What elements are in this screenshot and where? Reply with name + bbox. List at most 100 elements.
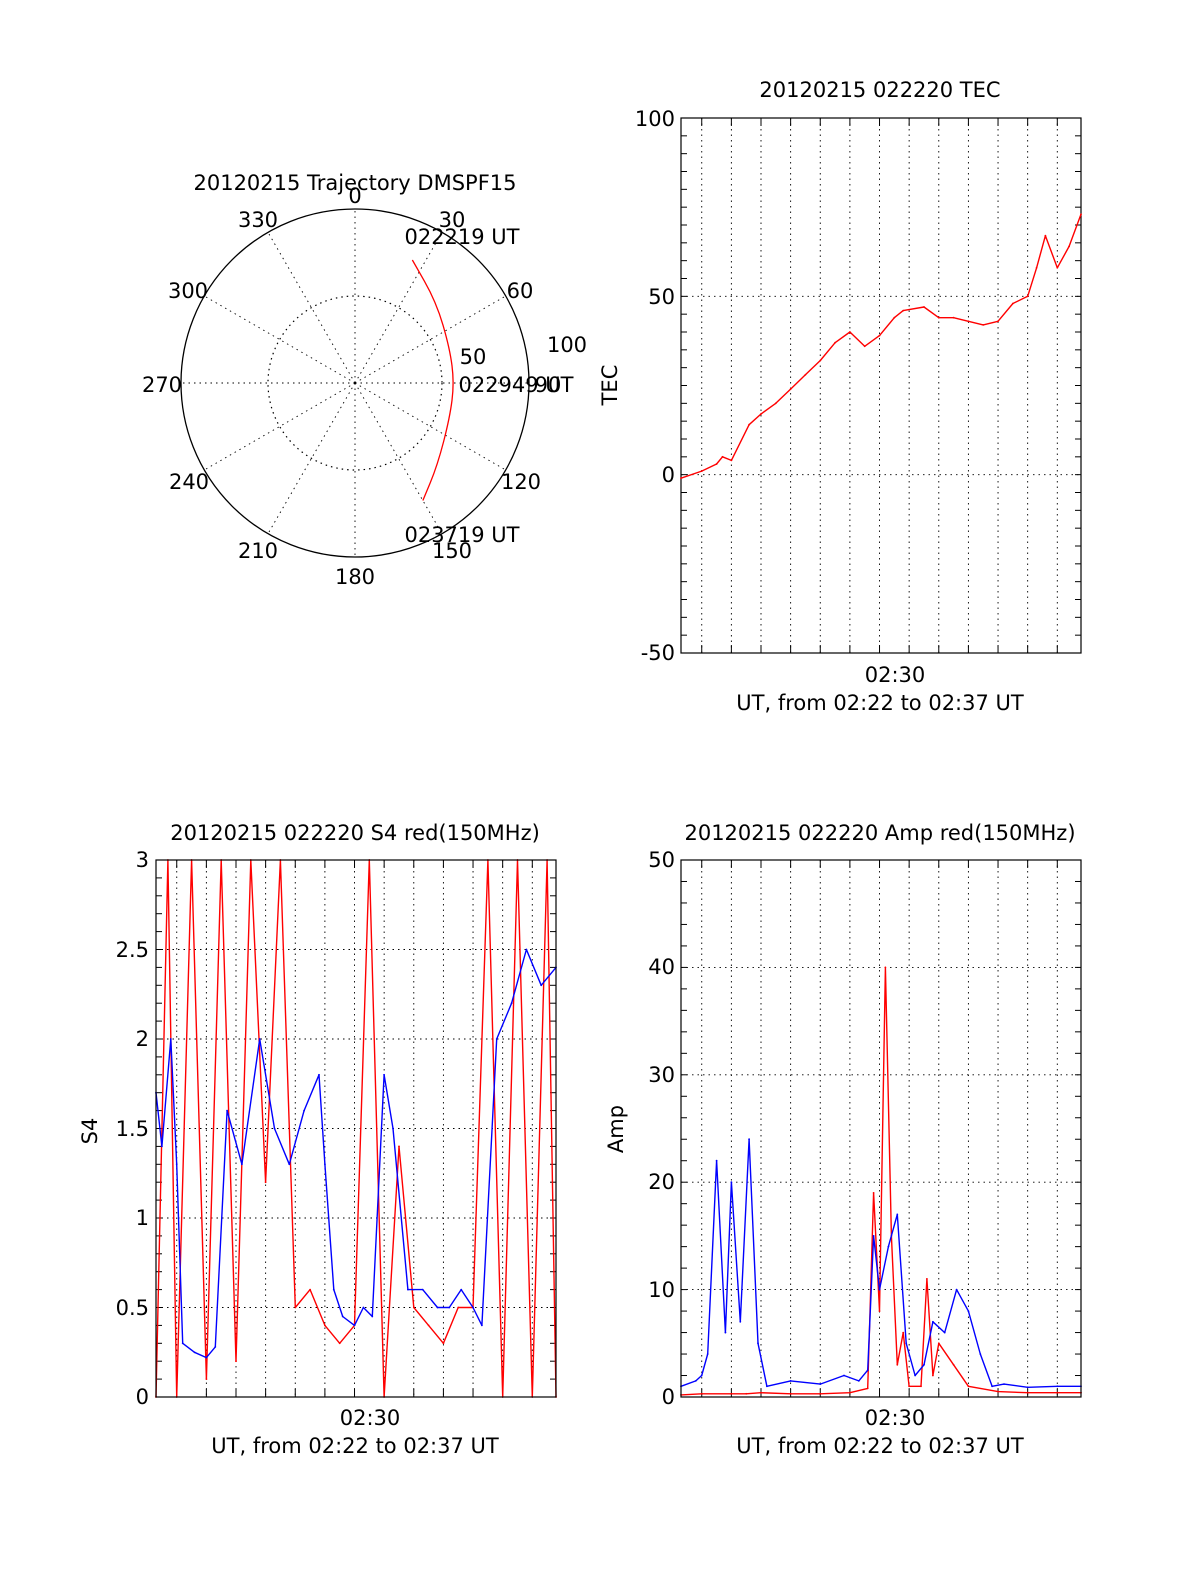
amp-series-red-point-4 — [760, 1391, 762, 1394]
s4-series-blue-point-5 — [193, 1351, 196, 1354]
s4-series-red-point-10 — [294, 1306, 297, 1309]
amp-series-red-point-15 — [908, 1385, 910, 1388]
tec-series-red-point-18 — [937, 316, 940, 319]
polar-spoke-300 — [204, 295, 356, 384]
amp-ytick-0: 0 — [662, 1385, 675, 1409]
amp-series-red-point-7 — [849, 1391, 851, 1394]
amp-series-blue-point-25 — [955, 1288, 958, 1291]
tec-series-red-point-22 — [997, 320, 999, 323]
angle-label-210: 210 — [238, 539, 278, 563]
amp-series-blue-point-8 — [748, 1138, 750, 1141]
s4-series-blue-point-32 — [525, 948, 528, 951]
amp-series-blue-point-5 — [724, 1331, 727, 1334]
s4-series-blue-point-21 — [383, 1073, 385, 1076]
tec-ylabel: TEC — [598, 365, 622, 407]
s4-series-blue-point-29 — [481, 1324, 483, 1327]
amp-series-blue-point-28 — [991, 1385, 993, 1388]
s4-ytick-1: 1 — [136, 1206, 149, 1230]
s4-series-blue-point-28 — [472, 1306, 474, 1309]
s4-panel: 20120215 022220 S4 red(150MHz) 0 0.5 1 1… — [78, 821, 557, 1458]
tec-series-red-point-15 — [893, 316, 896, 319]
amp-series-red-point-21 — [967, 1385, 970, 1388]
tec-series-red-point-16 — [902, 309, 905, 312]
amp-series-blue-point-10 — [766, 1385, 768, 1388]
amp-ytick-30: 30 — [648, 1063, 675, 1087]
amp-series-red-point-10 — [878, 1310, 881, 1312]
amp-gridlines — [681, 860, 1081, 1397]
polar-outer-circle — [180, 208, 530, 558]
amp-series-red-point-14 — [902, 1331, 905, 1334]
s4-series-blue-point-16 — [332, 1288, 335, 1291]
tec-series-red-point-29 — [1080, 213, 1082, 216]
amp-series-blue-point-17 — [878, 1288, 881, 1291]
amp-series-red-point-2 — [730, 1392, 733, 1395]
s4-series-red-point-18 — [412, 1306, 415, 1309]
amp-series-blue-point-24 — [943, 1331, 946, 1334]
amp-series-blue-point-19 — [896, 1213, 899, 1216]
amp-series-blue-point-1 — [694, 1380, 697, 1382]
tec-minor-ticks — [681, 117, 1081, 654]
tec-series-red-point-19 — [952, 316, 955, 319]
amp-series-blue-point-14 — [857, 1380, 860, 1382]
polar-spokes — [181, 209, 529, 557]
tec-series-red-point-0 — [680, 477, 682, 480]
amp-ylabel: Amp — [604, 1105, 628, 1153]
amp-series-blue-point-30 — [1026, 1386, 1029, 1389]
angle-label-120: 120 — [501, 470, 541, 494]
s4-series-blue-point-8 — [226, 1109, 229, 1112]
amp-series-blue-point-21 — [914, 1374, 916, 1377]
polar-rings — [267, 295, 443, 471]
trajectory-track-line — [411, 259, 454, 501]
polar-spoke-30 — [354, 232, 443, 384]
s4-series-red-point-12 — [324, 1324, 326, 1327]
tec-xlabel: UT, from 02:22 to 02:37 UT — [736, 691, 1024, 715]
angle-label-150: 150 — [432, 539, 472, 563]
tec-series-red-point-6 — [760, 413, 762, 415]
s4-series-blue-point-30 — [495, 1038, 498, 1040]
s4-series-red-point-8 — [264, 1181, 267, 1184]
s4-series-blue-point-23 — [407, 1288, 409, 1291]
s4-xlabel: UT, from 02:22 to 02:37 UT — [211, 1434, 499, 1458]
amp-ytick-10: 10 — [648, 1278, 675, 1302]
s4-xtick-0230: 02:30 — [340, 1406, 401, 1430]
tec-series-red-point-20 — [967, 320, 970, 323]
tec-ytick-0: 0 — [662, 463, 675, 487]
radial-label-50: 50 — [460, 345, 487, 369]
amp-series-blue-point-12 — [819, 1383, 822, 1385]
amp-series-blue-point-26 — [967, 1310, 970, 1312]
s4-series-blue-point-17 — [341, 1315, 344, 1318]
tec-series-red-point-1 — [700, 470, 703, 472]
s4-series-red-point-4 — [205, 1378, 208, 1380]
amp-series-blue-point-29 — [1003, 1383, 1005, 1385]
tec-ytick-100: 100 — [635, 107, 675, 131]
s4-ytick-0.5: 0.5 — [116, 1296, 149, 1320]
trajectory-track — [411, 259, 454, 501]
amp-series-blue-point-27 — [979, 1353, 982, 1355]
tec-series-red-point-12 — [849, 331, 851, 333]
s4-ytick-1.5: 1.5 — [116, 1117, 149, 1141]
polar-spoke-150 — [354, 382, 443, 534]
amp-series-blue-point-13 — [843, 1374, 845, 1377]
s4-series-blue-point-3 — [175, 1163, 178, 1166]
s4-series-blue-point-15 — [324, 1163, 326, 1166]
trajectory-panel: 20120215 Trajectory DMSPF15 0 30 60 90 1… — [142, 171, 587, 589]
s4-series-blue-point-25 — [436, 1306, 439, 1309]
amp-panel: 20120215 022220 Amp red(150MHz) 0 10 20 … — [604, 821, 1082, 1458]
trajectory-mid-time: 022949 UT — [458, 373, 573, 397]
s4-series-blue-point-7 — [214, 1346, 217, 1348]
amp-series-blue-point-20 — [905, 1342, 908, 1345]
tec-series-red-point-4 — [730, 459, 733, 462]
tec-series-red-point-25 — [1035, 266, 1038, 269]
amp-series-blue-point-22 — [923, 1363, 925, 1366]
amp-series-red-point-17 — [926, 1278, 928, 1280]
tec-title: 20120215 022220 TEC — [759, 78, 1000, 102]
tec-series-red-point-24 — [1026, 295, 1029, 298]
s4-ylabel: S4 — [78, 1118, 102, 1145]
angle-label-330: 330 — [238, 208, 278, 232]
s4-series-blue-point-11 — [273, 1127, 276, 1130]
s4-series — [155, 859, 557, 1398]
amp-ytick-40: 40 — [648, 955, 675, 979]
tec-plot-frame — [680, 117, 1082, 654]
polar-ring-50 — [267, 295, 443, 471]
tec-series-red-point-7 — [774, 402, 777, 405]
